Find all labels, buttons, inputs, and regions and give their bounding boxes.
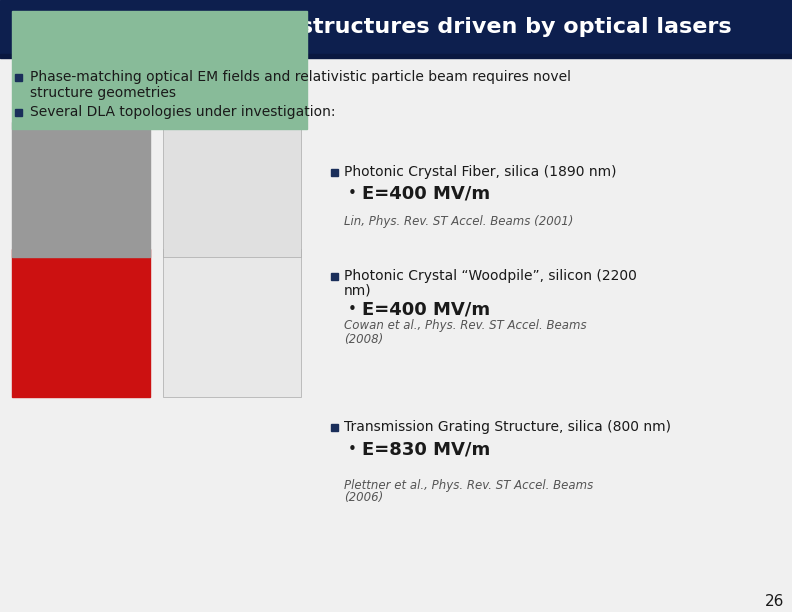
Text: Several DLA topologies under investigation:: Several DLA topologies under investigati… [30, 105, 336, 119]
Bar [12, 122, 150, 257]
Bar [330, 168, 337, 176]
Text: •: • [348, 302, 357, 318]
Bar [163, 249, 301, 397]
Text: Photonic Crystal Fiber, silica (1890 nm): Photonic Crystal Fiber, silica (1890 nm) [344, 165, 616, 179]
Bar [12, 249, 150, 397]
Text: E=830 MV/m: E=830 MV/m [362, 440, 490, 458]
Text: Phase-matching optical EM fields and relativistic particle beam requires novel: Phase-matching optical EM fields and rel… [30, 70, 571, 84]
Text: (2008): (2008) [344, 332, 383, 346]
Text: Lin, Phys. Rev. ST Accel. Beams (2001): Lin, Phys. Rev. ST Accel. Beams (2001) [344, 215, 573, 228]
Text: Plettner et al., Phys. Rev. ST Accel. Beams: Plettner et al., Phys. Rev. ST Accel. Be… [344, 479, 593, 491]
Bar [12, 11, 307, 129]
Bar [0, 54, 792, 58]
Bar [14, 108, 21, 116]
Bar [14, 73, 21, 81]
Text: DLA: micron dielectric structures driven by optical lasers: DLA: micron dielectric structures driven… [14, 17, 732, 37]
Text: •: • [348, 441, 357, 457]
Text: E=400 MV/m: E=400 MV/m [362, 301, 490, 319]
Text: E=400 MV/m: E=400 MV/m [362, 185, 490, 203]
Text: 26: 26 [765, 594, 785, 610]
Text: nm): nm) [344, 284, 371, 298]
Text: Photonic Crystal “Woodpile”, silicon (2200: Photonic Crystal “Woodpile”, silicon (22… [344, 269, 637, 283]
Bar [0, 0, 792, 54]
Text: structure geometries: structure geometries [30, 86, 176, 100]
Text: Transmission Grating Structure, silica (800 nm): Transmission Grating Structure, silica (… [344, 420, 671, 434]
Text: (2006): (2006) [344, 491, 383, 504]
Bar [330, 424, 337, 430]
Bar [330, 272, 337, 280]
Bar [163, 122, 301, 257]
Text: Cowan et al., Phys. Rev. ST Accel. Beams: Cowan et al., Phys. Rev. ST Accel. Beams [344, 319, 587, 332]
Text: •: • [348, 187, 357, 201]
